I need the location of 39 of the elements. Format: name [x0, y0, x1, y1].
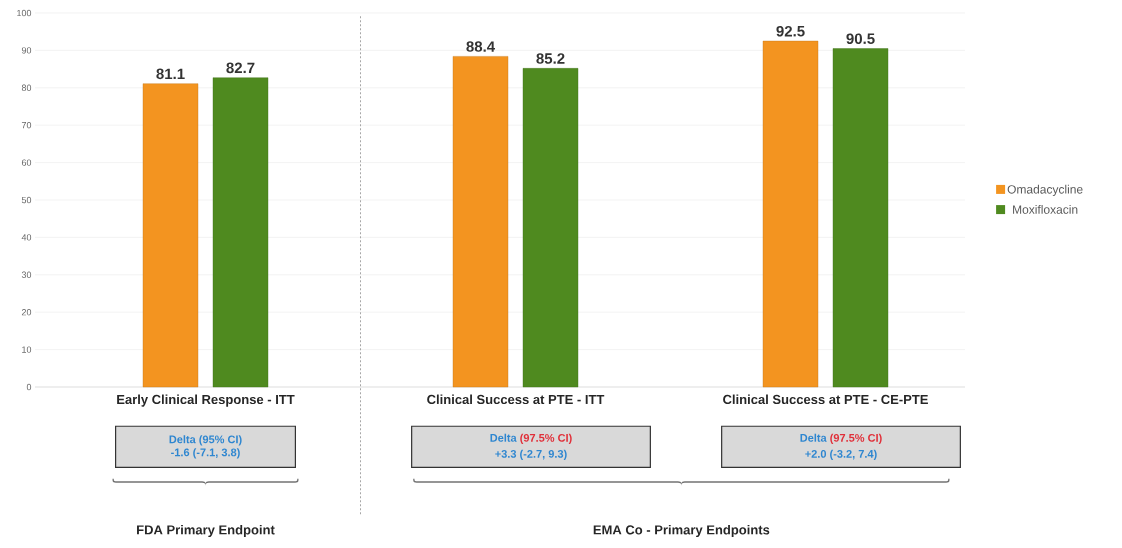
legend-label: Omadacycline	[1007, 184, 1083, 196]
text: Delta	[169, 435, 196, 444]
y-tick-label: 10	[22, 346, 32, 353]
text: (97.5% CI)	[830, 433, 882, 444]
y-tick-label: 50	[21, 196, 32, 204]
y-tick-label: 40	[21, 234, 32, 241]
bar	[212, 77, 269, 388]
text: FDA Primary Endpoint	[137, 524, 275, 538]
y-tick-label: 20	[21, 309, 32, 316]
bar	[762, 40, 819, 388]
text: (97.5% CI)	[520, 433, 572, 444]
data-label: 88.4	[466, 41, 496, 52]
text: Delta	[800, 433, 827, 442]
x-tick-label: Clinical Success at PTE - ITT	[427, 394, 605, 405]
y-tick-label: 0	[26, 383, 32, 391]
text: EMA Co - Primary Endpoints	[593, 524, 770, 538]
y-tick-label: 70	[21, 122, 32, 129]
y-tick-label: 90	[21, 47, 32, 54]
y-tick-label: 80	[21, 84, 32, 91]
text: -1.6 (-7.1, 3.8)	[171, 448, 240, 459]
data-label: 92.5	[776, 25, 805, 37]
y-tick-label: 30	[21, 271, 32, 278]
text: Delta	[490, 433, 517, 442]
bar	[832, 48, 889, 388]
data-label: 81.1	[156, 68, 185, 80]
text: +2.0 (-3.2, 7.4)	[805, 449, 877, 460]
bar	[142, 83, 199, 388]
x-tick-label: Early Clinical Response - ITT	[117, 394, 295, 407]
legend-label: Moxifloxacin	[1013, 204, 1078, 214]
bar	[452, 56, 509, 388]
x-tick-label: Clinical Success at PTE - CE-PTE	[723, 394, 928, 405]
bar	[522, 68, 579, 388]
data-label: 82.7	[226, 62, 255, 74]
y-tick-label: 60	[21, 159, 32, 166]
text: (95% CI)	[199, 435, 242, 446]
text: +3.3 (-2.7, 9.3)	[495, 449, 567, 460]
data-label: 90.5	[846, 33, 875, 44]
data-label: 85.2	[536, 53, 565, 64]
y-tick-label: 100	[17, 9, 32, 17]
